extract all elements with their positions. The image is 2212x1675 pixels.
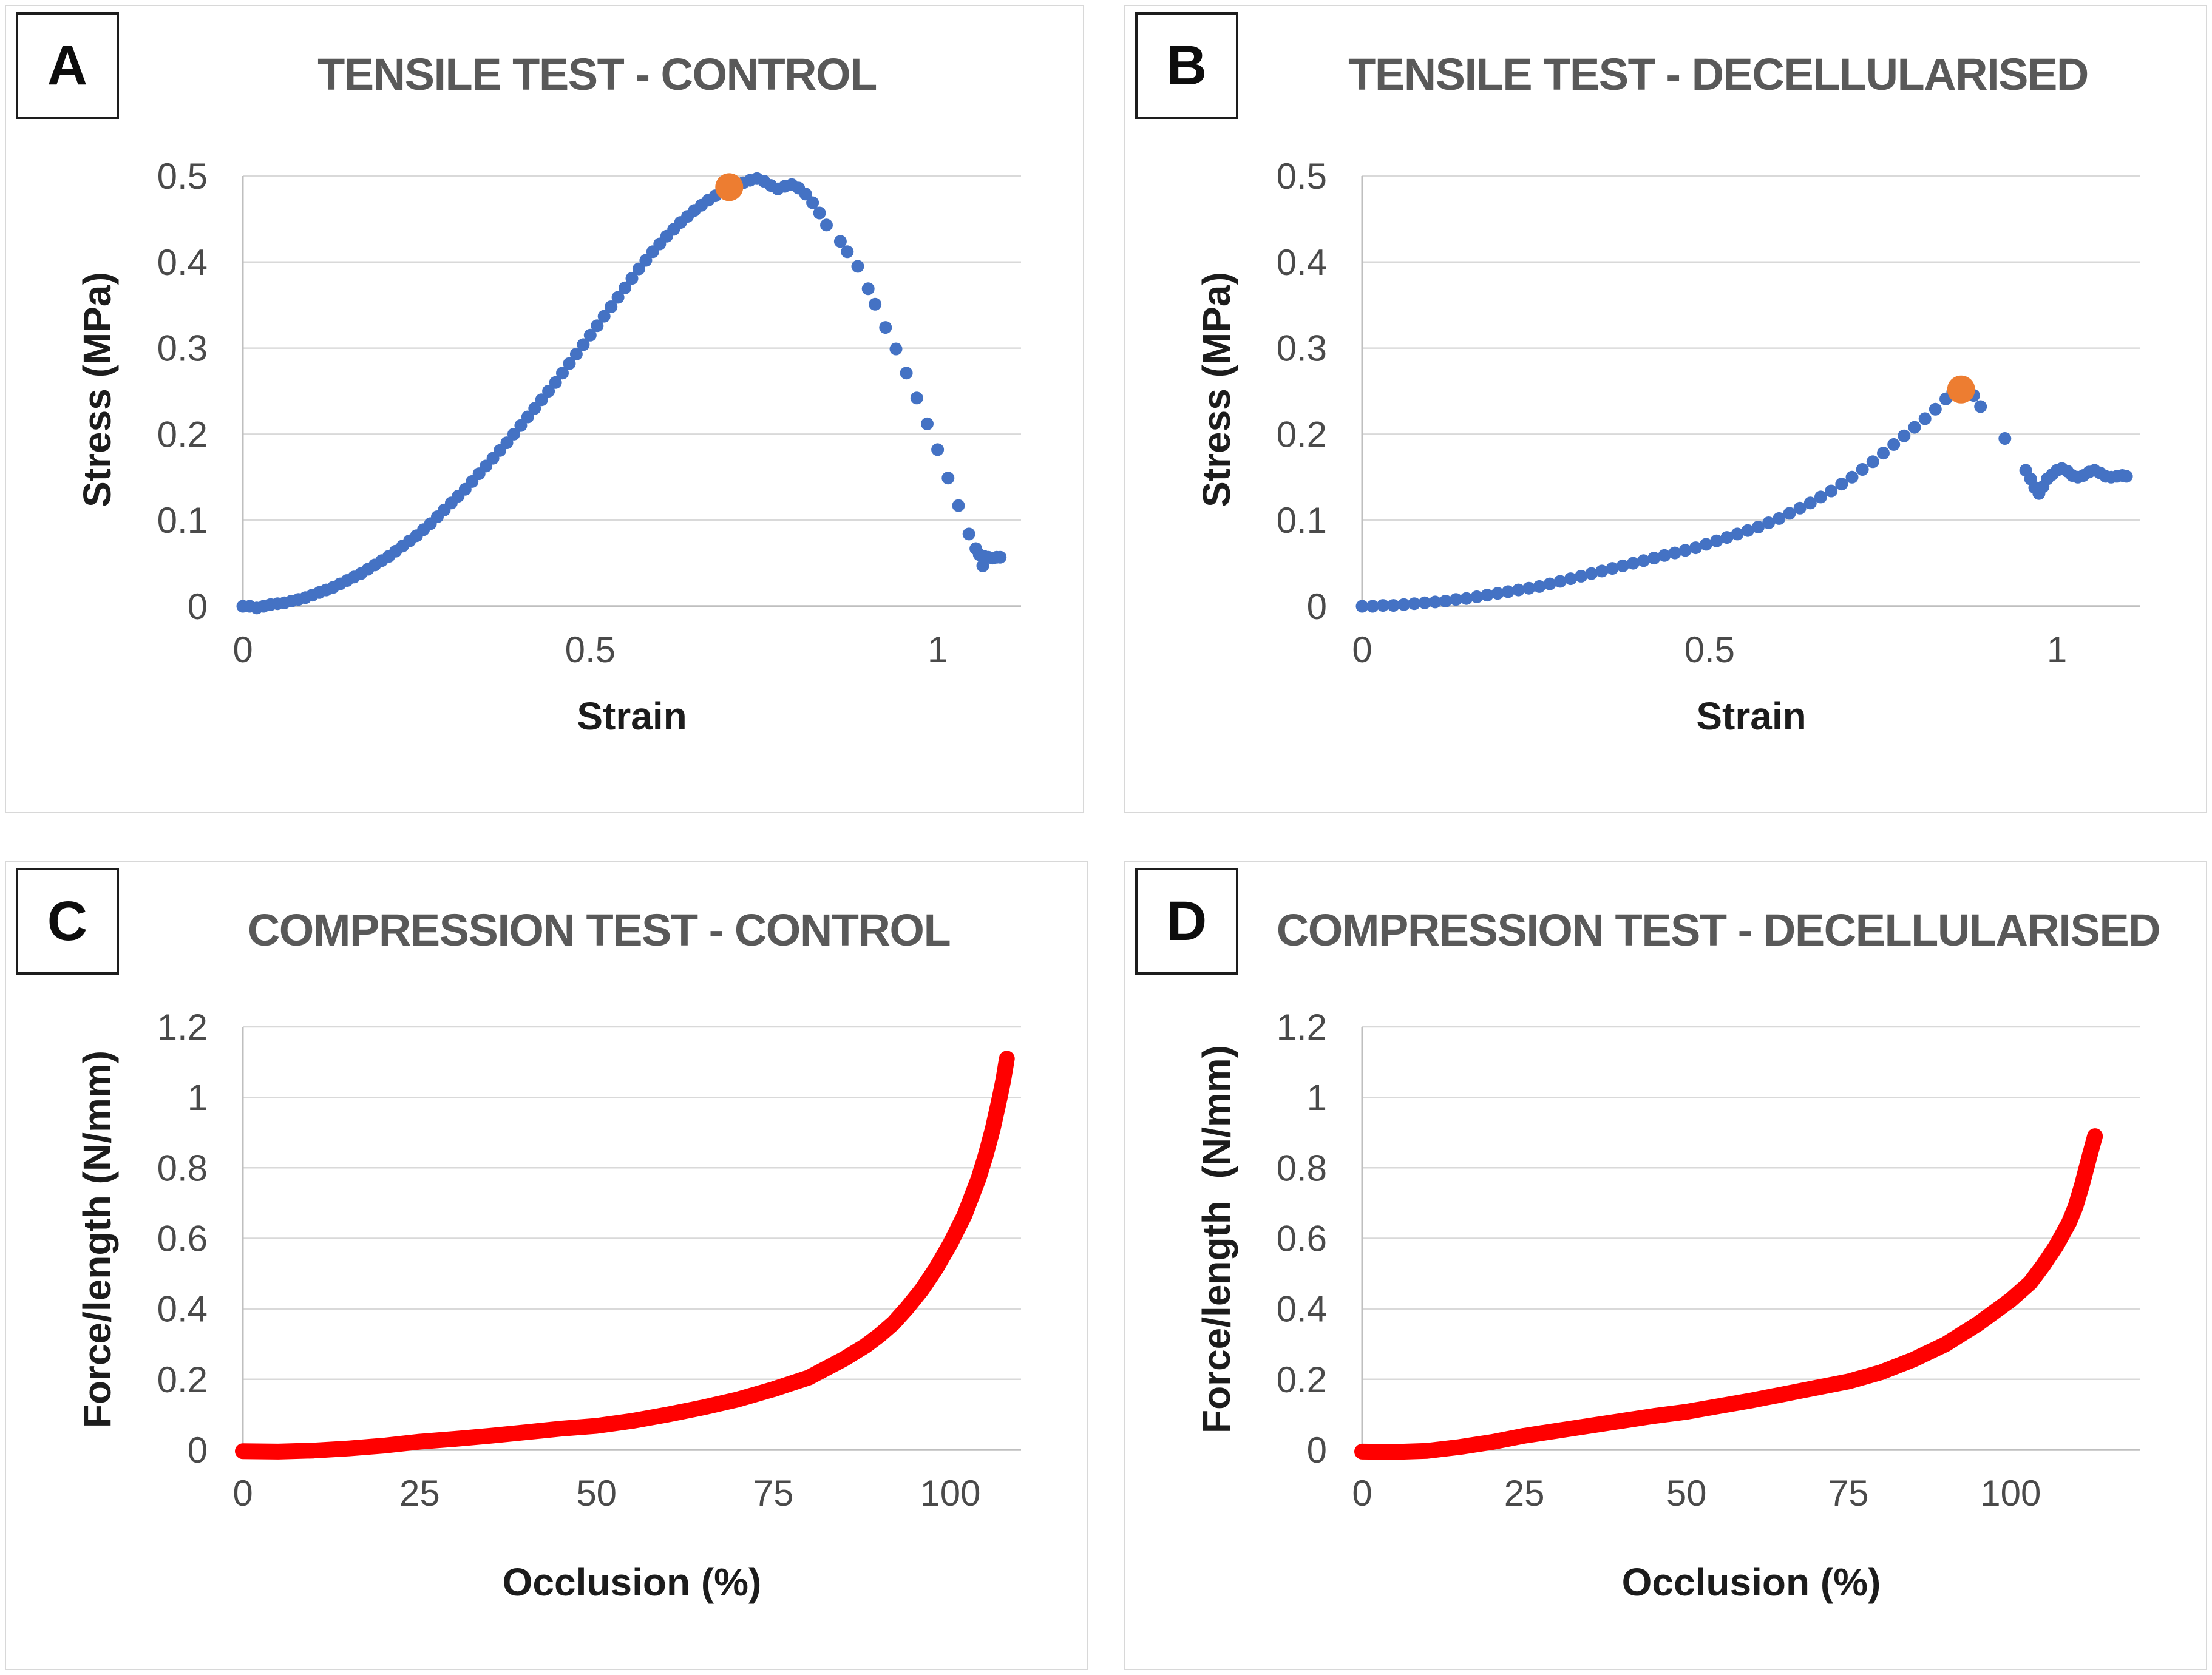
chart-title-b: TENSILE TEST - DECELLULARISED [1348,49,2089,100]
svg-text:0.5: 0.5 [157,156,208,197]
svg-text:100: 100 [1980,1473,2041,1514]
svg-text:0.4: 0.4 [157,1289,208,1330]
tensile-control-chart-canvas: 0 0.1 0.2 0.3 0.4 0.5 0 0.5 1 [157,156,1021,670]
panel-letter-a: A [47,34,88,96]
compression-decellularised-chart-canvas: 0 0.2 0.4 0.6 0.8 1 1.2 0 25 50 75 100 [1277,1007,2140,1514]
panel-letter-box-b: B [1135,12,1238,119]
compression-control-chart-canvas: 0 0.2 0.4 0.6 0.8 1 1.2 0 25 50 75 100 [157,1007,1021,1514]
svg-text:75: 75 [753,1473,794,1514]
y-axis-label-d: Force/length (N/mm) [1195,1044,1238,1434]
svg-text:0.3: 0.3 [157,328,208,369]
y-axis-label-b: Stress (MPa) [1195,272,1238,507]
svg-text:0.2: 0.2 [157,1359,208,1400]
svg-text:0: 0 [1307,1430,1327,1470]
svg-text:75: 75 [1828,1473,1869,1514]
svg-text:1: 1 [928,629,948,670]
svg-text:0: 0 [1307,586,1327,627]
svg-text:0.5: 0.5 [565,629,616,670]
svg-text:0.6: 0.6 [157,1219,208,1259]
svg-text:0.3: 0.3 [1277,328,1327,369]
x-axis-label-d: Occlusion (%) [1621,1560,1881,1604]
svg-text:0.2: 0.2 [1277,414,1327,455]
svg-text:0.2: 0.2 [1277,1359,1327,1400]
svg-text:50: 50 [576,1473,617,1514]
chart-title-d: COMPRESSION TEST - DECELLULARISED [1276,905,2161,955]
svg-text:1: 1 [1307,1077,1327,1118]
svg-text:25: 25 [1504,1473,1545,1514]
svg-text:50: 50 [1666,1473,1707,1514]
panel-compression-decellularised: 0 0.2 0.4 0.6 0.8 1 1.2 0 25 50 75 100 D COMPRESSIO… [1124,861,2207,1670]
panel-letter-box-d: D [1135,868,1238,975]
svg-text:0: 0 [232,1473,253,1514]
x-axis-label-b: Strain [1696,694,1807,738]
panel-letter-box-c: C [16,868,119,975]
svg-text:0.2: 0.2 [157,414,208,455]
svg-text:0: 0 [1352,1473,1372,1514]
tensile-decellularised-chart-canvas: 0 0.1 0.2 0.3 0.4 0.5 0 0.5 1 [1277,156,2140,670]
svg-text:0.4: 0.4 [1277,242,1327,283]
svg-text:0.6: 0.6 [1277,1219,1327,1259]
svg-text:0.5: 0.5 [1277,156,1327,197]
panel-letter-d: D [1166,890,1207,952]
chart-title-a: TENSILE TEST - CONTROL [317,49,877,100]
svg-text:0.5: 0.5 [1684,629,1735,670]
panel-tensile-decellularised: 0 0.1 0.2 0.3 0.4 0.5 0 0.5 1 B TENSILE TEST - D… [1124,5,2207,813]
svg-text:100: 100 [920,1473,980,1514]
svg-text:0: 0 [1352,629,1372,670]
svg-text:0.8: 0.8 [1277,1148,1327,1188]
svg-text:1.2: 1.2 [157,1007,208,1047]
svg-text:0: 0 [188,586,208,627]
panel-letter-c: C [47,890,88,952]
x-axis-label-a: Strain [577,694,687,738]
y-axis-label-c: Force/length (N/mm) [75,1050,119,1429]
svg-text:0.8: 0.8 [157,1148,208,1188]
svg-text:25: 25 [399,1473,440,1514]
chart-title-c: COMPRESSION TEST - CONTROL [247,905,951,955]
panel-compression-control: 0 0.2 0.4 0.6 0.8 1 1.2 0 25 50 75 100 C COMPRESSIO… [5,861,1088,1670]
svg-text:0.1: 0.1 [1277,500,1327,541]
panel-tensile-control: 0 0.1 0.2 0.3 0.4 0.5 0 0.5 1 A TENSILE TEST - C… [5,5,1084,813]
x-axis-label-c: Occlusion (%) [502,1560,762,1604]
svg-text:0.4: 0.4 [1277,1289,1327,1330]
svg-text:0: 0 [232,629,253,670]
svg-text:1.2: 1.2 [1277,1007,1327,1047]
svg-text:0.1: 0.1 [157,500,208,541]
svg-text:0.4: 0.4 [157,242,208,283]
svg-text:1: 1 [188,1077,208,1118]
svg-text:0: 0 [188,1430,208,1470]
y-axis-label-a: Stress (MPa) [75,272,119,507]
svg-text:1: 1 [2047,629,2067,670]
panel-letter-box-a: A [16,12,119,119]
panel-letter-b: B [1166,34,1207,96]
